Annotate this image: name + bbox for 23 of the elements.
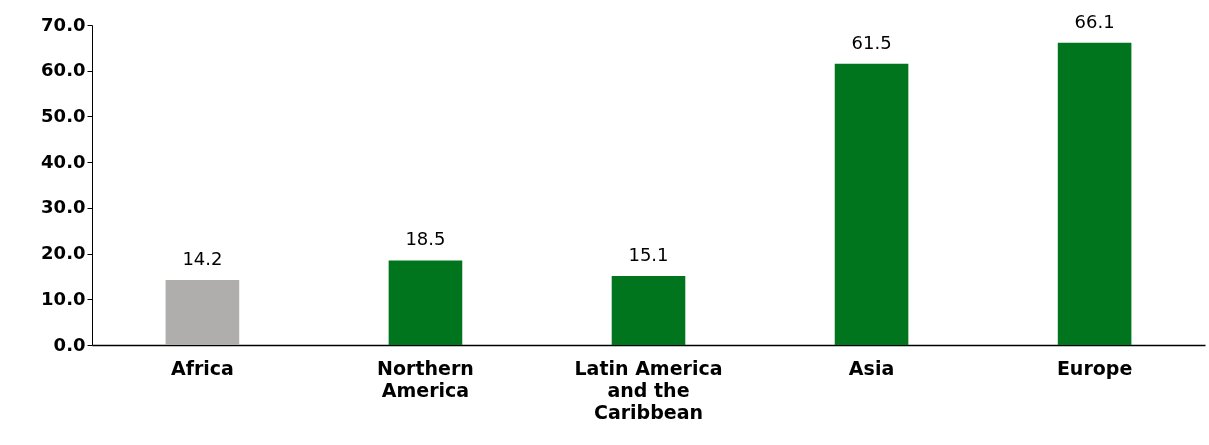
x-tick-label: Northern America — [377, 356, 474, 401]
bar — [611, 275, 686, 345]
bar — [165, 280, 240, 345]
x-tick-label: Asia — [848, 356, 895, 379]
y-tick-label: 20.0 — [41, 242, 86, 264]
data-label: 61.5 — [851, 31, 892, 53]
bar — [388, 260, 463, 345]
y-tick-label: 60.0 — [41, 59, 86, 81]
x-tick-label: Latin America and the Caribbean — [574, 356, 723, 423]
x-tick-label: Africa — [170, 356, 234, 379]
data-label: 14.2 — [182, 248, 223, 270]
y-tick-label: 50.0 — [41, 104, 86, 126]
data-label: 15.1 — [628, 243, 669, 265]
x-tick-label: Europe — [1056, 356, 1133, 379]
y-tick-label: 40.0 — [41, 150, 86, 172]
y-tick-label: 70.0 — [41, 13, 86, 35]
y-tick-label: 0.0 — [53, 333, 86, 355]
y-tick-label: 10.0 — [41, 287, 86, 309]
y-tick-label: 30.0 — [41, 196, 86, 218]
data-label: 66.1 — [1074, 10, 1115, 32]
data-label: 18.5 — [405, 228, 446, 250]
bar — [834, 63, 909, 345]
bar — [1057, 42, 1132, 345]
